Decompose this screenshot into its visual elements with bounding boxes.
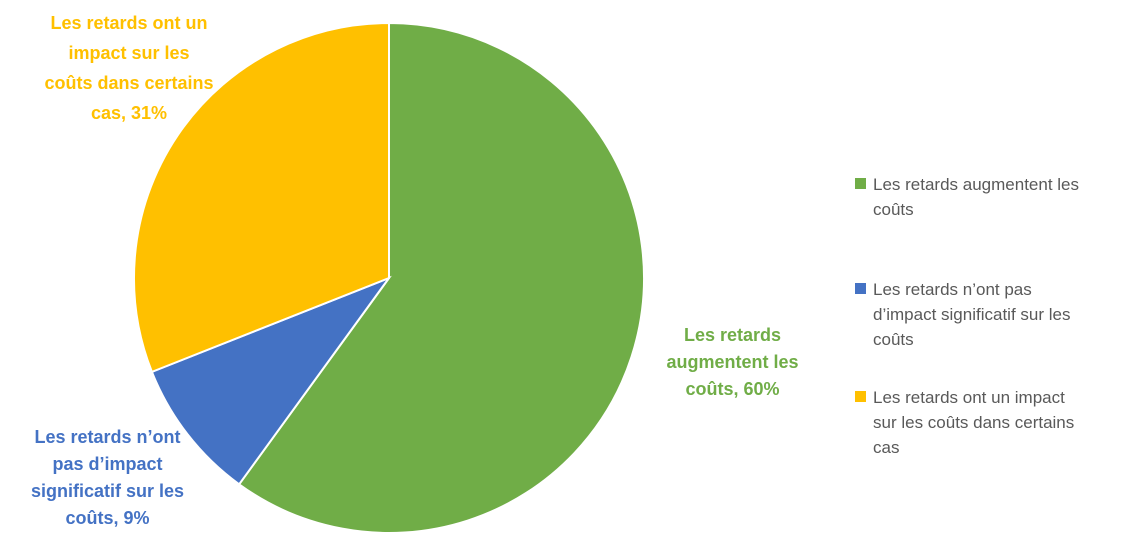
legend-swatch-2: [855, 391, 866, 402]
pie-slice-2: [133, 21, 390, 374]
legend-label-1-line-2: coûts: [873, 330, 914, 349]
legend-label-0-line-1: coûts: [873, 200, 914, 219]
legend-label-2: Les retards ont un impact sur les coûts d…: [873, 385, 1139, 460]
data-label-2: Les retards ont un impact sur les coûts da…: [0, 8, 258, 128]
legend-label-0: Les retards augmentent les coûts: [873, 172, 1139, 222]
legend-label-0-line-0: Les retards augmentent les: [873, 175, 1080, 194]
data-label-2-line-3: cas, 31%: [90, 103, 168, 123]
data-label-0-line-0: Les retards: [683, 325, 782, 345]
data-label-2-line-0: Les retards ont un: [50, 13, 208, 33]
legend-label-1-line-1: d’impact significatif sur les: [873, 305, 1071, 324]
data-label-0-line-2: coûts, 60%: [685, 379, 780, 399]
data-label-2-line-2: coûts dans certains: [44, 73, 214, 93]
data-label-0-line-1: augmentent les: [666, 352, 799, 372]
legend-swatch-1: [855, 283, 866, 294]
data-label-1-line-2: significatif sur les: [30, 481, 185, 501]
data-label-1-line-1: pas d’impact: [52, 454, 163, 474]
data-label-1: Les retards n’ont pas d’impact significati…: [0, 424, 215, 532]
data-label-0: Les retards augmentent les coûts, 60%: [620, 322, 845, 403]
legend-label-1-line-0: Les retards n’ont pas: [873, 280, 1032, 299]
data-label-1-line-3: coûts, 9%: [65, 508, 150, 528]
data-label-1-line-0: Les retards n’ont: [34, 427, 181, 447]
data-label-2-line-1: impact sur les: [68, 43, 190, 63]
legend-label-2-line-1: sur les coûts dans certains: [873, 413, 1075, 432]
legend-label-1: Les retards n’ont pas d’impact significat…: [873, 277, 1139, 352]
pie-slice-1: [150, 275, 392, 486]
pie-slice-0: [237, 21, 645, 534]
legend-label-2-line-0: Les retards ont un impact: [873, 388, 1065, 407]
legend-swatch-0: [855, 178, 866, 189]
legend-label-2-line-2: cas: [873, 438, 900, 457]
